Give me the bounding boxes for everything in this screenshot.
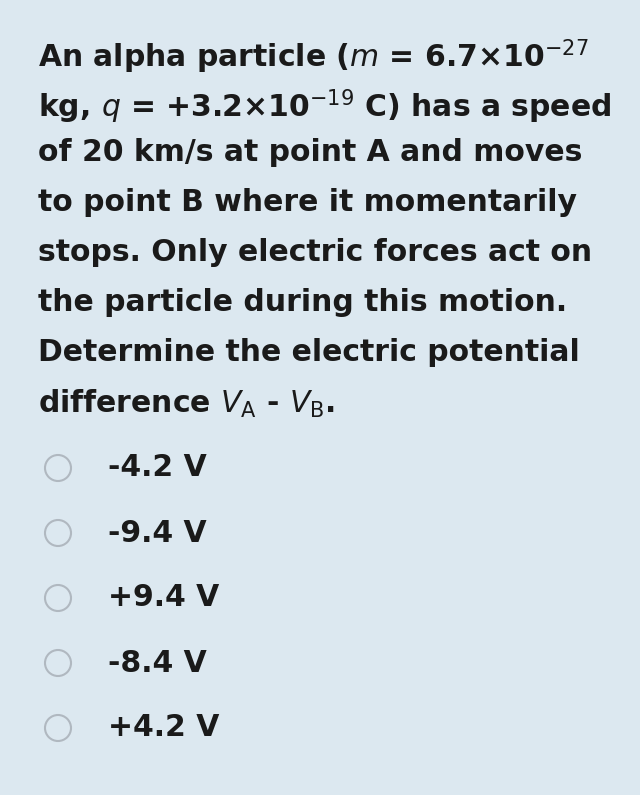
Text: difference $V_{\mathrm{A}}$ - $V_{\mathrm{B}}$.: difference $V_{\mathrm{A}}$ - $V_{\mathr… bbox=[38, 388, 335, 420]
Text: +4.2 V: +4.2 V bbox=[108, 713, 220, 743]
Text: -9.4 V: -9.4 V bbox=[108, 518, 207, 548]
Text: to point B where it momentarily: to point B where it momentarily bbox=[38, 188, 577, 217]
Text: kg, $q$ = +3.2×10$^{-19}$ C) has a speed: kg, $q$ = +3.2×10$^{-19}$ C) has a speed bbox=[38, 88, 611, 126]
Text: An alpha particle ($m$ = 6.7×10$^{-27}$: An alpha particle ($m$ = 6.7×10$^{-27}$ bbox=[38, 38, 589, 76]
Text: -8.4 V: -8.4 V bbox=[108, 649, 207, 677]
Text: of 20 km/s at point A and moves: of 20 km/s at point A and moves bbox=[38, 138, 582, 167]
Text: stops. Only electric forces act on: stops. Only electric forces act on bbox=[38, 238, 592, 267]
Text: Determine the electric potential: Determine the electric potential bbox=[38, 338, 580, 367]
Text: +9.4 V: +9.4 V bbox=[108, 584, 220, 612]
Text: -4.2 V: -4.2 V bbox=[108, 453, 207, 483]
Text: the particle during this motion.: the particle during this motion. bbox=[38, 288, 567, 317]
